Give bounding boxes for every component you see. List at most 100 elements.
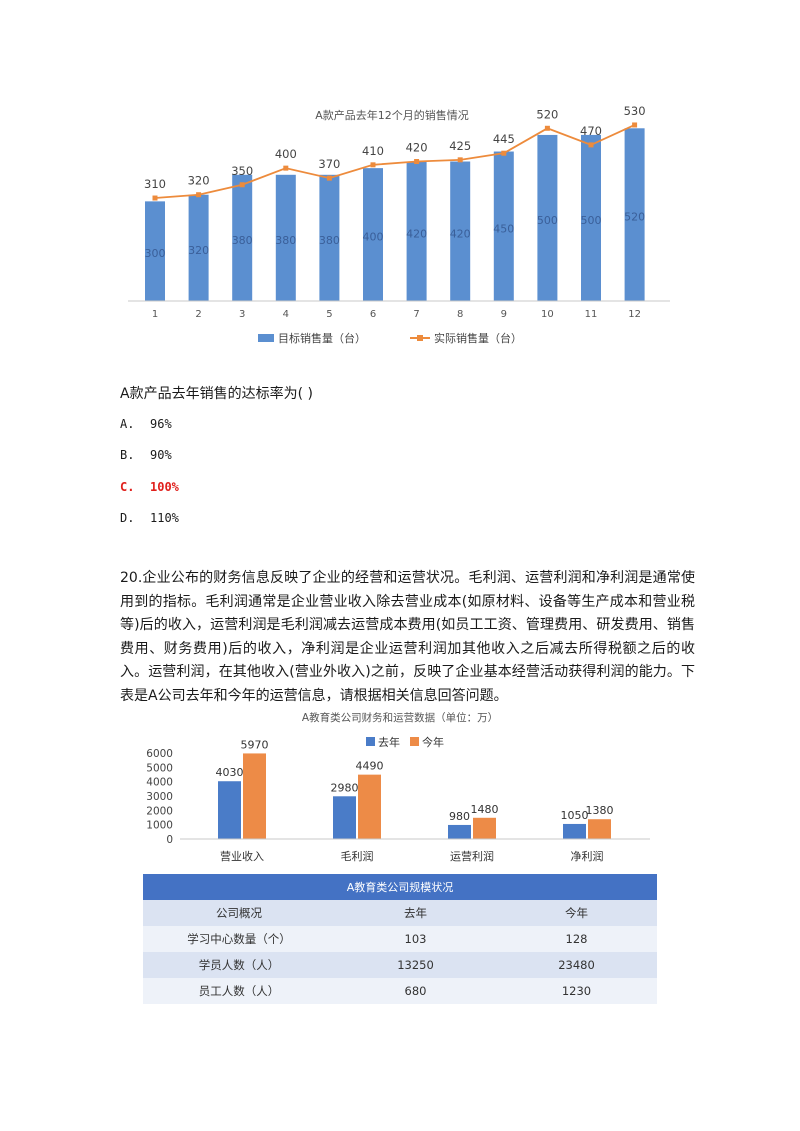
target-bar [232, 174, 253, 301]
actual-sales-point [283, 165, 289, 171]
target-bar-label: 320 [188, 244, 209, 257]
actual-data-label: 530 [624, 104, 646, 118]
actual-data-label: 520 [536, 107, 558, 121]
target-bar-label: 380 [319, 234, 340, 247]
option-text: 90% [150, 448, 172, 462]
actual-sales-point [326, 175, 332, 181]
actual-data-label: 400 [275, 147, 297, 161]
target-bar-label: 500 [537, 214, 558, 227]
category-tick-label: 净利润 [571, 849, 604, 863]
y-tick-label: 2000 [146, 805, 173, 817]
this-year-bar [588, 819, 611, 839]
y-tick-label: 0 [166, 834, 173, 846]
option-key: A. [120, 417, 135, 431]
legend-target-label: 目标销售量（台） [278, 331, 366, 345]
legend-bar-swatch [258, 334, 274, 342]
last-year-bar [333, 796, 356, 839]
option-key: B. [120, 448, 135, 462]
actual-sales-point [501, 150, 507, 156]
y-tick-label: 5000 [146, 762, 173, 774]
company-scale-table: A教育类公司规模状况 公司概况 去年 今年 学习中心数量（个） 103 128 … [143, 874, 657, 1004]
target-bar-label: 420 [406, 227, 427, 240]
table-header-cell: 公司概况 [143, 900, 335, 926]
actual-sales-point [239, 182, 245, 188]
month-tick-label: 8 [457, 309, 463, 320]
month-tick-label: 1 [152, 309, 158, 320]
table-cell: 128 [496, 926, 657, 952]
monthly-sales-chart: A款产品去年12个月的销售情况 300310320320380350380400… [128, 104, 670, 345]
option-text: 96% [150, 417, 172, 431]
bar-value-label: 980 [449, 810, 470, 823]
actual-sales-line [154, 124, 635, 199]
actual-data-label: 420 [406, 141, 428, 155]
last-year-bar [563, 823, 586, 839]
month-tick-label: 10 [541, 309, 554, 320]
table-cell: 学员人数（人） [143, 952, 335, 978]
category-tick-label: 运营利润 [450, 849, 494, 863]
target-bar [275, 174, 296, 301]
month-tick-label: 11 [585, 309, 598, 320]
actual-sales-point [370, 162, 376, 168]
actual-sales-point [632, 122, 638, 128]
target-bar [363, 168, 383, 301]
actual-sales-point [414, 159, 420, 164]
bar-value-label: 5970 [241, 738, 269, 751]
actual-data-label: 320 [188, 174, 210, 188]
last-year-bar [448, 824, 471, 839]
option-text: 110% [150, 511, 179, 525]
bar-value-label: 4030 [216, 766, 244, 779]
bar-value-label: 2980 [331, 781, 359, 794]
question-stem: A款产品去年销售的达标率为( ) [120, 386, 313, 402]
month-tick-label: 7 [413, 309, 419, 320]
table-row: 学员人数（人） 13250 23480 [143, 952, 657, 978]
actual-data-label: 410 [362, 144, 384, 158]
last-year-bar [218, 781, 241, 839]
target-bar-label: 380 [232, 234, 253, 247]
target-bar [188, 194, 209, 301]
target-bar [624, 128, 645, 301]
legend-actual-label: 实际销售量（台） [434, 331, 522, 345]
target-bar [537, 134, 558, 301]
table-header-cell: 今年 [496, 900, 657, 926]
chart1-legend: 目标销售量（台） 实际销售量（台） [258, 331, 522, 345]
actual-data-label: 350 [231, 164, 253, 178]
chart2-legend: 去年 今年 [366, 735, 444, 749]
target-bar-label: 520 [624, 211, 645, 224]
actual-data-label: 470 [580, 124, 602, 138]
actual-data-label: 425 [449, 139, 471, 153]
actual-sales-point [457, 157, 463, 163]
month-tick-label: 4 [283, 309, 289, 320]
option-b[interactable]: B. 90% [120, 448, 172, 462]
this-year-bar [473, 817, 496, 839]
option-key: C. [120, 480, 135, 494]
legend-this-year-label: 今年 [422, 735, 444, 749]
table-cell: 1230 [496, 978, 657, 1004]
legend-this-year-swatch [410, 737, 419, 746]
chart1-title: A款产品去年12个月的销售情况 [315, 108, 469, 122]
target-bar-label: 500 [581, 214, 602, 227]
month-tick-label: 3 [239, 309, 245, 320]
table-header-row: 公司概况 去年 今年 [143, 900, 657, 926]
bar-value-label: 4490 [356, 760, 384, 773]
legend-last-year-label: 去年 [378, 735, 400, 749]
option-text: 100% [150, 480, 179, 494]
target-bar-label: 300 [145, 247, 166, 260]
bar-value-label: 1480 [471, 803, 499, 816]
month-tick-label: 6 [370, 309, 376, 320]
actual-data-label: 370 [318, 157, 340, 171]
option-a[interactable]: A. 96% [120, 417, 172, 431]
target-bar [493, 151, 514, 301]
category-tick-label: 营业收入 [220, 849, 264, 863]
target-bar-label: 450 [493, 222, 514, 235]
bar-value-label: 1380 [586, 804, 614, 817]
table-row: 员工人数（人） 680 1230 [143, 978, 657, 1004]
table-cell: 学习中心数量（个） [143, 926, 335, 952]
option-d[interactable]: D. 110% [120, 511, 179, 525]
category-tick-label: 毛利润 [341, 849, 374, 863]
y-tick-label: 1000 [146, 820, 173, 832]
table-cell: 13250 [335, 952, 496, 978]
option-c-correct[interactable]: C. 100% [120, 480, 179, 494]
actual-sales-point [544, 125, 550, 131]
table-cell: 103 [335, 926, 496, 952]
month-tick-label: 12 [628, 309, 641, 320]
